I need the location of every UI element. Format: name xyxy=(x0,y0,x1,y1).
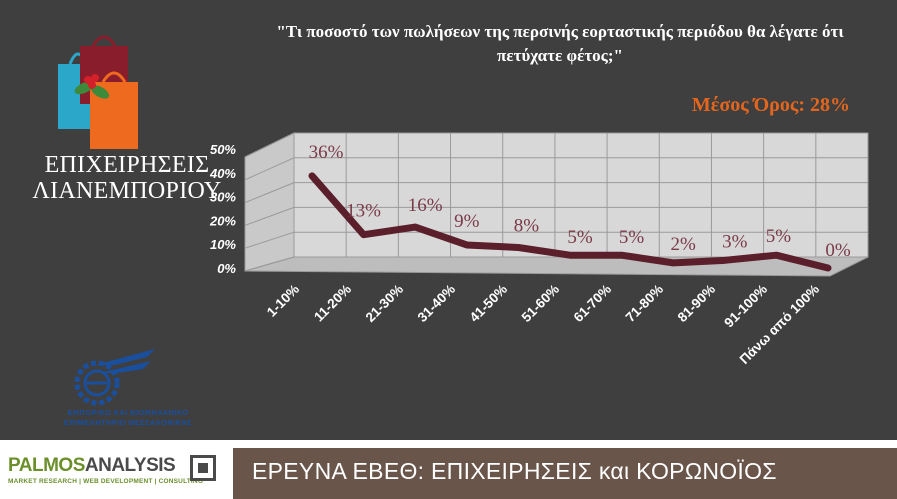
x-tick-label: 61-70% xyxy=(571,282,615,326)
gridline-side xyxy=(244,182,295,204)
x-tick-label: 31-40% xyxy=(415,282,459,326)
y-tick-label: 20% xyxy=(209,213,236,228)
data-point xyxy=(310,173,314,178)
data-label: 2% xyxy=(671,234,697,255)
data-point xyxy=(516,245,521,250)
y-tick-label: 0% xyxy=(217,261,236,276)
data-point xyxy=(619,253,624,258)
y-tick-label: 10% xyxy=(210,237,236,252)
gridline-side xyxy=(244,206,295,226)
y-tick-label: 50% xyxy=(210,142,236,157)
data-point xyxy=(722,258,727,263)
segment-title-line1: ΕΠΙΧΕΙΡΗΣΕΙΣ xyxy=(44,152,210,178)
shopping-bags-logo xyxy=(58,35,138,149)
palmos-square-icon xyxy=(190,455,216,481)
x-tick-label: 81-90% xyxy=(675,282,719,326)
banner-title: ΕΡΕΥΝΑ ΕΒΕΘ: ΕΠΙΧΕΙΡΗΣΕΙΣ και ΚΟΡΩΝΟΪΟΣ xyxy=(252,458,777,484)
data-point xyxy=(826,266,830,270)
x-tick-label: 91-100% xyxy=(721,282,770,331)
chart-question: "Τι ποσοστό των πωλήσεων της περσινής εο… xyxy=(276,22,844,65)
data-point xyxy=(568,253,572,258)
x-tick-label: 41-50% xyxy=(467,282,511,326)
chart-floor xyxy=(244,256,869,277)
line-chart: 0% 10% 20% 30% 40% 50% 36% 13% 16% 9% 8% 5% 5% 2% 3% 5%… xyxy=(209,132,869,367)
data-label: 16% xyxy=(408,195,443,216)
data-label: 36% xyxy=(309,142,344,163)
y-tick-label: 30% xyxy=(210,190,236,205)
data-point xyxy=(413,225,418,230)
data-label: 0% xyxy=(825,240,851,261)
data-point xyxy=(671,260,676,265)
data-label: 8% xyxy=(514,216,540,237)
palmos-tagline: MARKET RESEARCH | WEB DEVELOPMENT | CONS… xyxy=(8,478,204,485)
palmos-name-a: PALMOS xyxy=(8,455,85,476)
data-point xyxy=(464,242,469,247)
gridline-side xyxy=(244,132,295,158)
x-tick-label: 21-30% xyxy=(363,282,407,326)
average-label: Μέσος Όρος: 28% xyxy=(691,94,850,116)
footer-banner xyxy=(233,448,897,499)
data-label: 5% xyxy=(619,227,645,248)
data-point xyxy=(361,232,366,237)
x-tick-label: 71-80% xyxy=(623,282,667,326)
data-label: 5% xyxy=(766,226,792,247)
ebeth-name: ΕΜΠΟΡΙΚΟ ΚΑΙ ΒΙΟΜΗΧΑΝΙΚΟ ΕΠΙΜΕΛΗΤΗΡΙΟ ΘΕ… xyxy=(28,408,228,428)
y-tick-label: 40% xyxy=(209,166,236,181)
ebeth-logo xyxy=(74,349,155,406)
ebeth-line2: ΕΠΙΜΕΛΗΤΗΡΙΟ ΘΕΣΣΑΛΟΝΙΚΗΣ xyxy=(64,418,192,427)
data-label: 3% xyxy=(722,231,748,252)
palmos-name-b: ANALYSIS xyxy=(84,455,176,476)
x-tick-label: 51-60% xyxy=(519,282,563,326)
gridline-side xyxy=(244,157,295,181)
gridline-side xyxy=(244,231,295,249)
data-label: 9% xyxy=(454,211,480,232)
data-label: 5% xyxy=(567,227,593,248)
data-point xyxy=(774,253,779,258)
x-tick-label: 1-10% xyxy=(264,282,302,320)
segment-title: ΕΠΙΧΕΙΡΗΣΕΙΣ ΛΙΑΝΕΜΠΟΡΙΟΥ xyxy=(22,152,232,204)
ebeth-line1: ΕΜΠΟΡΙΚΟ ΚΑΙ ΒΙΟΜΗΧΑΝΙΚΟ xyxy=(67,408,189,417)
palmos-logo-text: PALMOSANALYSIS xyxy=(8,455,176,477)
x-tick-label: 11-20% xyxy=(311,282,354,325)
data-label: 13% xyxy=(346,201,381,222)
gridline-side xyxy=(244,256,295,272)
segment-title-line2: ΛΙΑΝΕΜΠΟΡΙΟΥ xyxy=(32,178,222,204)
